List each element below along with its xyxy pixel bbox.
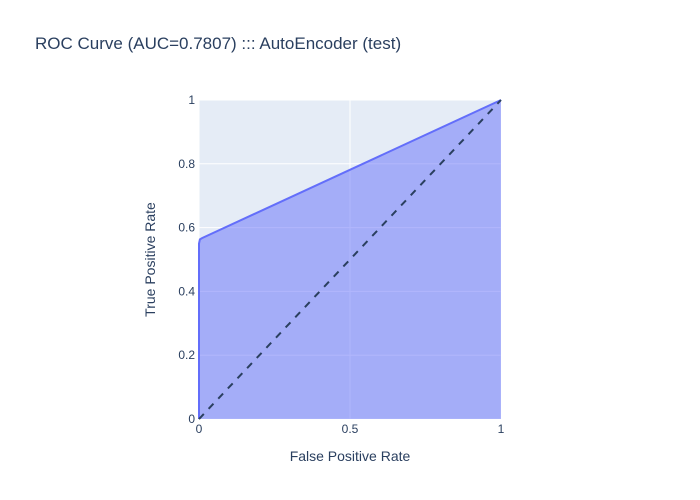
y-tick-label: 0.8 — [178, 157, 195, 171]
x-tick-label: 1 — [498, 422, 505, 436]
x-axis-label: False Positive Rate — [290, 448, 411, 464]
x-axis-ticks: 0 0.5 1 — [196, 422, 505, 436]
y-tick-label: 0 — [188, 412, 195, 426]
y-axis-label: True Positive Rate — [142, 202, 158, 317]
x-tick-label: 0.5 — [342, 422, 359, 436]
random-baseline-line — [198, 99, 502, 420]
y-tick-label: 0.6 — [178, 221, 195, 235]
y-tick-label: 0.4 — [178, 284, 195, 298]
y-tick-label: 1 — [188, 93, 195, 107]
chart-title: ROC Curve (AUC=0.7807) ::: AutoEncoder (… — [35, 34, 402, 53]
roc-area-fill — [199, 100, 501, 419]
y-tick-label: 0.2 — [178, 348, 195, 362]
x-tick-label: 0 — [196, 422, 203, 436]
y-axis-ticks: 0 0.2 0.4 0.6 0.8 1 — [178, 93, 195, 426]
roc-curve-line — [198, 99, 502, 419]
